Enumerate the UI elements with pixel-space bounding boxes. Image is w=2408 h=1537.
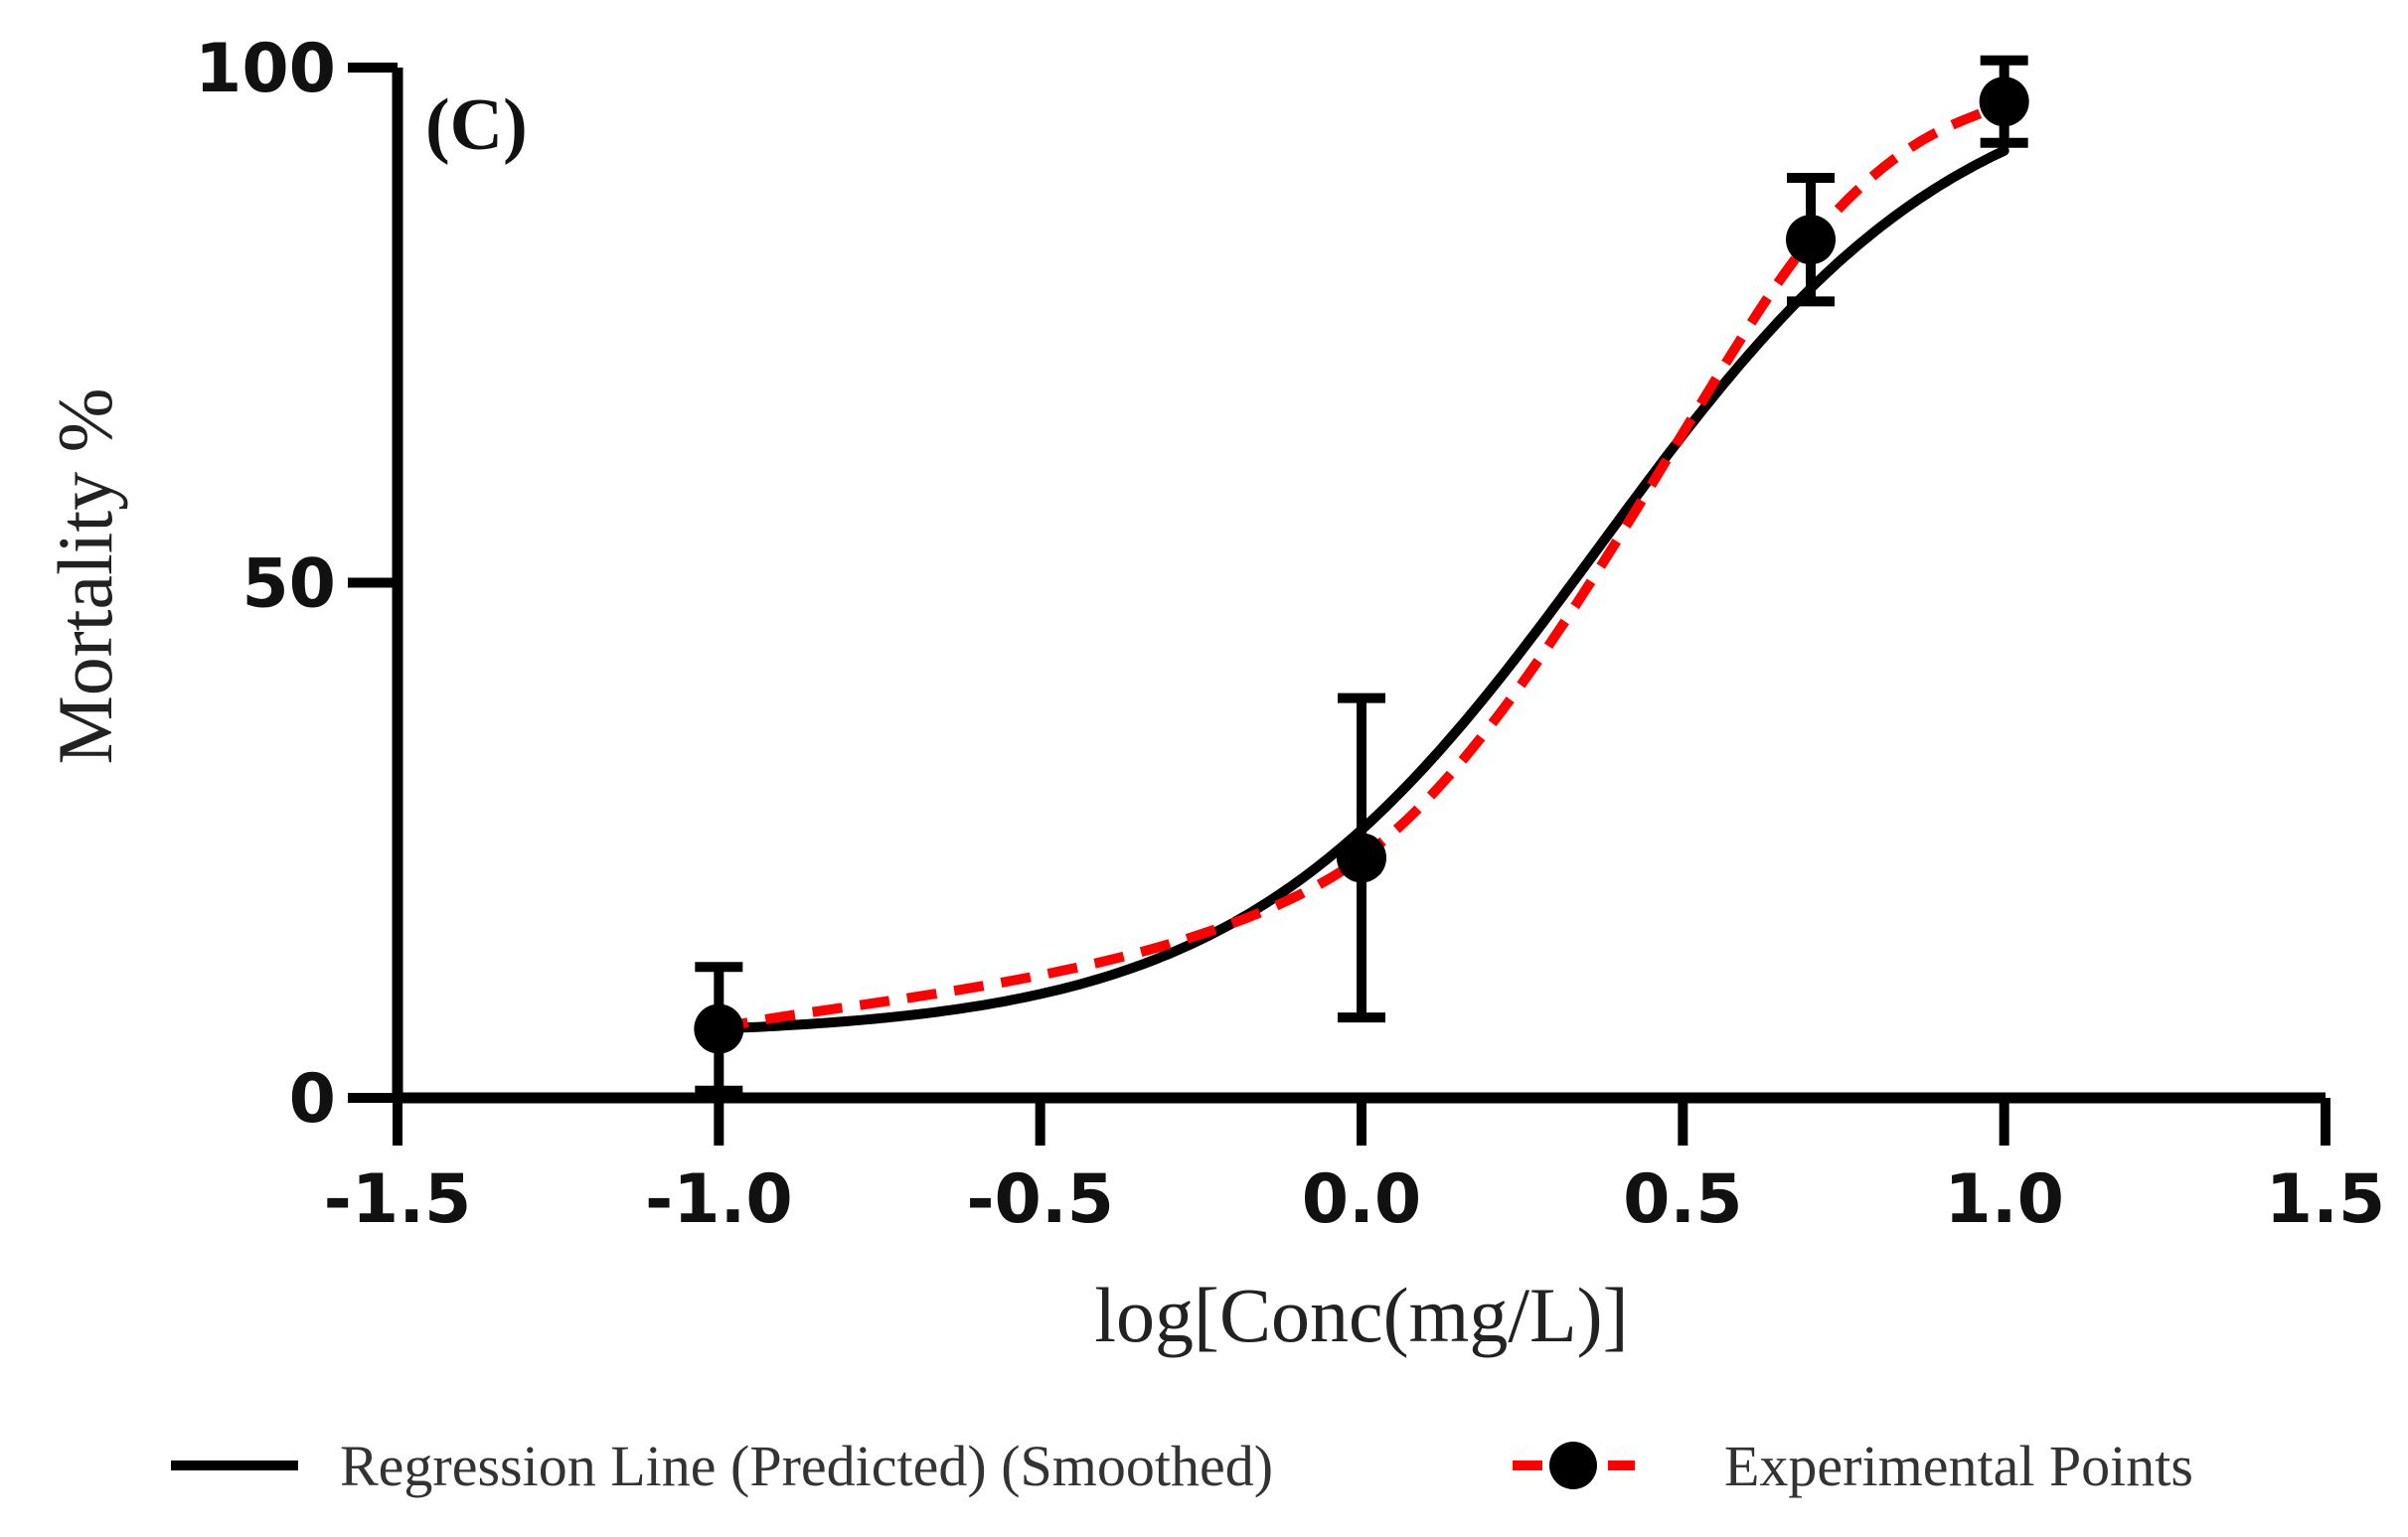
x-tick-label: 1.5	[2266, 1160, 2385, 1239]
x-tick-label: 1.0	[1944, 1160, 2063, 1239]
experimental-series	[694, 55, 2029, 1096]
experimental-point	[1786, 215, 1837, 265]
experimental-line	[718, 97, 2007, 1034]
y-tick-label: 50	[241, 545, 336, 624]
experimental-point	[694, 1003, 744, 1054]
x-tick-label: 0.5	[1623, 1160, 1742, 1239]
legend-experimental-label: Experimental Points	[1724, 1434, 2193, 1498]
y-ticks: 0 50 100	[195, 30, 398, 1139]
x-tick-label: -1.0	[645, 1160, 793, 1239]
y-tick-label: 0	[289, 1060, 336, 1139]
y-tick-label: 100	[195, 30, 336, 108]
y-axis-title: Mortality %	[42, 387, 128, 764]
x-tick-label: 0.0	[1302, 1160, 1421, 1239]
legend: Regression Line (Predicted) (Smoothed) E…	[171, 1434, 2193, 1498]
legend-regression-label: Regression Line (Predicted) (Smoothed)	[340, 1434, 1273, 1498]
panel-label: (C)	[425, 84, 528, 166]
x-tick-label: -0.5	[966, 1160, 1114, 1239]
experimental-point	[1337, 833, 1386, 883]
legend-experimental-marker	[1549, 1442, 1597, 1489]
experimental-point	[1979, 77, 2029, 127]
x-tick-label: -1.5	[324, 1160, 472, 1239]
x-ticks: -1.5 -1.0 -0.5 0.0 0.5 1.0 1.5	[324, 1098, 2385, 1239]
x-axis-title: log[Conc(mg/L)]	[1094, 1272, 1628, 1358]
